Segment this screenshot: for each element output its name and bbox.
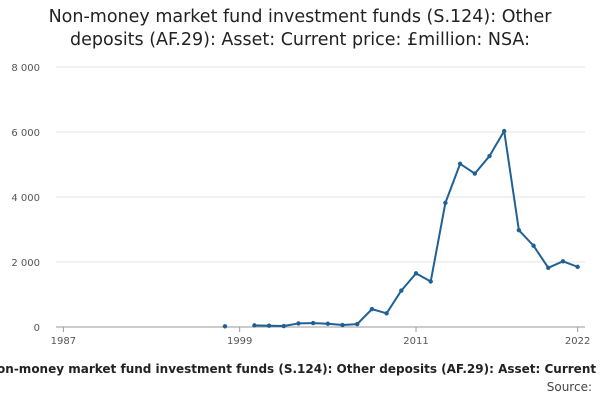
series-line-segment (547, 260, 564, 269)
series-line-segment (282, 322, 300, 328)
series-line-segment (341, 323, 359, 327)
data-point (252, 323, 257, 328)
data-point (546, 265, 551, 271)
series-line-segment (385, 289, 403, 315)
data-point (355, 321, 360, 327)
data-point (457, 161, 463, 167)
x-tick-label: 2022 (565, 336, 590, 347)
series-line-segment (532, 244, 550, 269)
y-tick-label: 0 (34, 323, 40, 334)
data-point (531, 243, 536, 248)
data-point (560, 259, 566, 264)
x-tick-label: 1999 (227, 336, 252, 347)
y-tick-label: 6 000 (11, 128, 40, 139)
chart-title-line-1: Non-money market fund investment funds (… (48, 7, 552, 27)
data-point (443, 200, 448, 206)
data-point (369, 306, 375, 312)
series-line-segment (326, 322, 344, 327)
series-line-segment (400, 272, 418, 292)
data-point (310, 320, 316, 326)
chart-caption-text: Non-money market fund investment funds (… (0, 362, 600, 376)
data-point (296, 321, 301, 326)
y-tick-label: 4 000 (11, 193, 40, 204)
x-tick-label: 1987 (51, 336, 76, 347)
data-point (487, 153, 492, 159)
data-point (399, 288, 404, 293)
series-line-segment (415, 272, 432, 283)
source-label: Source: (546, 380, 592, 394)
x-tick-label: 2011 (403, 336, 428, 347)
data-point (428, 279, 433, 284)
series-line-segment (429, 201, 447, 283)
series-line-segment (356, 308, 373, 326)
data-point (516, 227, 522, 233)
data-point (281, 323, 286, 329)
y-tick-label: 8 000 (11, 63, 40, 74)
series-line-segment (488, 130, 506, 158)
data-point (340, 322, 345, 328)
data-point (266, 323, 272, 328)
data-point (472, 171, 477, 176)
series-line-segment (503, 130, 520, 232)
chart-caption: Non-money market fund investment funds (… (0, 362, 600, 376)
series-line-segment (473, 155, 491, 175)
data-point (575, 264, 580, 270)
data-point (501, 128, 507, 134)
data-point (413, 271, 419, 276)
series-line-segment (312, 322, 329, 325)
series-line-segment (517, 229, 535, 247)
series-line-segment (561, 260, 579, 268)
data-point (325, 321, 331, 326)
series-line-segment (459, 162, 476, 175)
y-tick-label: 2 000 (11, 258, 40, 269)
chart-title: Non-money market fund investment funds (… (0, 6, 600, 52)
series-line-segment (370, 308, 388, 315)
data-point (222, 324, 228, 329)
chart-title-line-2: deposits (AF.29): Asset: Current price: … (70, 30, 530, 50)
data-point (384, 311, 389, 316)
series-line-segment (444, 162, 462, 204)
